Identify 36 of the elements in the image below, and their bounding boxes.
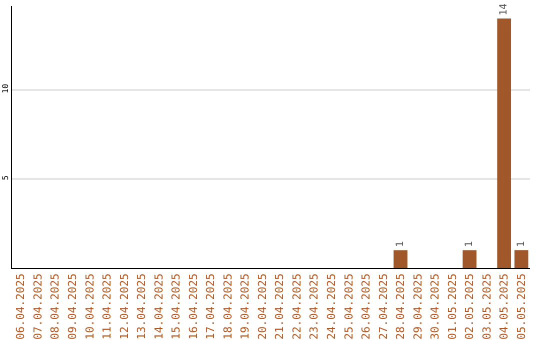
x-tick-label: 03.05.2025	[480, 273, 494, 340]
x-tick-label: 15.04.2025	[170, 273, 183, 340]
y-tick-label: 5	[0, 175, 10, 180]
x-tick-label: 23.04.2025	[308, 273, 321, 340]
data-label: 1	[516, 241, 527, 248]
x-tick-label: 07.04.2025	[31, 273, 44, 340]
y-tick-label: 10	[0, 84, 10, 94]
x-tick-label: 18.04.2025	[221, 273, 234, 340]
data-label: 1	[395, 241, 406, 248]
x-tick-label: 05.05.2025	[514, 273, 528, 340]
x-tick-label: 09.04.2025	[66, 273, 80, 340]
x-tick-label: 20.04.2025	[256, 273, 269, 340]
x-tick-label: 28.04.2025	[394, 273, 408, 340]
x-tick-label: 08.04.2025	[48, 273, 62, 340]
x-tick-label: 16.04.2025	[186, 273, 200, 340]
x-tick-label: 13.04.2025	[135, 273, 148, 340]
x-tick-label: 27.04.2025	[376, 273, 390, 340]
x-tick-label: 25.04.2025	[342, 273, 356, 340]
x-tick-label: 19.04.2025	[238, 273, 252, 340]
x-tick-label: 01.05.2025	[446, 273, 459, 340]
x-tick-label: 10.04.2025	[83, 273, 96, 340]
x-tick-label: 26.04.2025	[360, 273, 373, 340]
x-tick-label: 02.05.2025	[463, 273, 476, 340]
x-tick-label: 24.04.2025	[325, 273, 338, 340]
x-tick-label: 06.04.2025	[14, 273, 28, 340]
x-tick-label: 12.04.2025	[118, 273, 131, 340]
x-tick-label: 04.05.2025	[498, 273, 511, 340]
x-tick-label: 14.04.2025	[152, 273, 166, 340]
data-label: 1	[464, 241, 476, 248]
x-tick-label: 17.04.2025	[204, 273, 218, 340]
x-tick-label: 22.04.2025	[290, 273, 304, 340]
x-tick-label: 30.04.2025	[428, 273, 442, 340]
x-tick-label: 21.04.2025	[273, 273, 286, 340]
x-tick-label: 11.04.2025	[100, 273, 114, 340]
x-tick-label: 29.04.2025	[411, 273, 424, 340]
data-label: 14	[498, 3, 510, 16]
